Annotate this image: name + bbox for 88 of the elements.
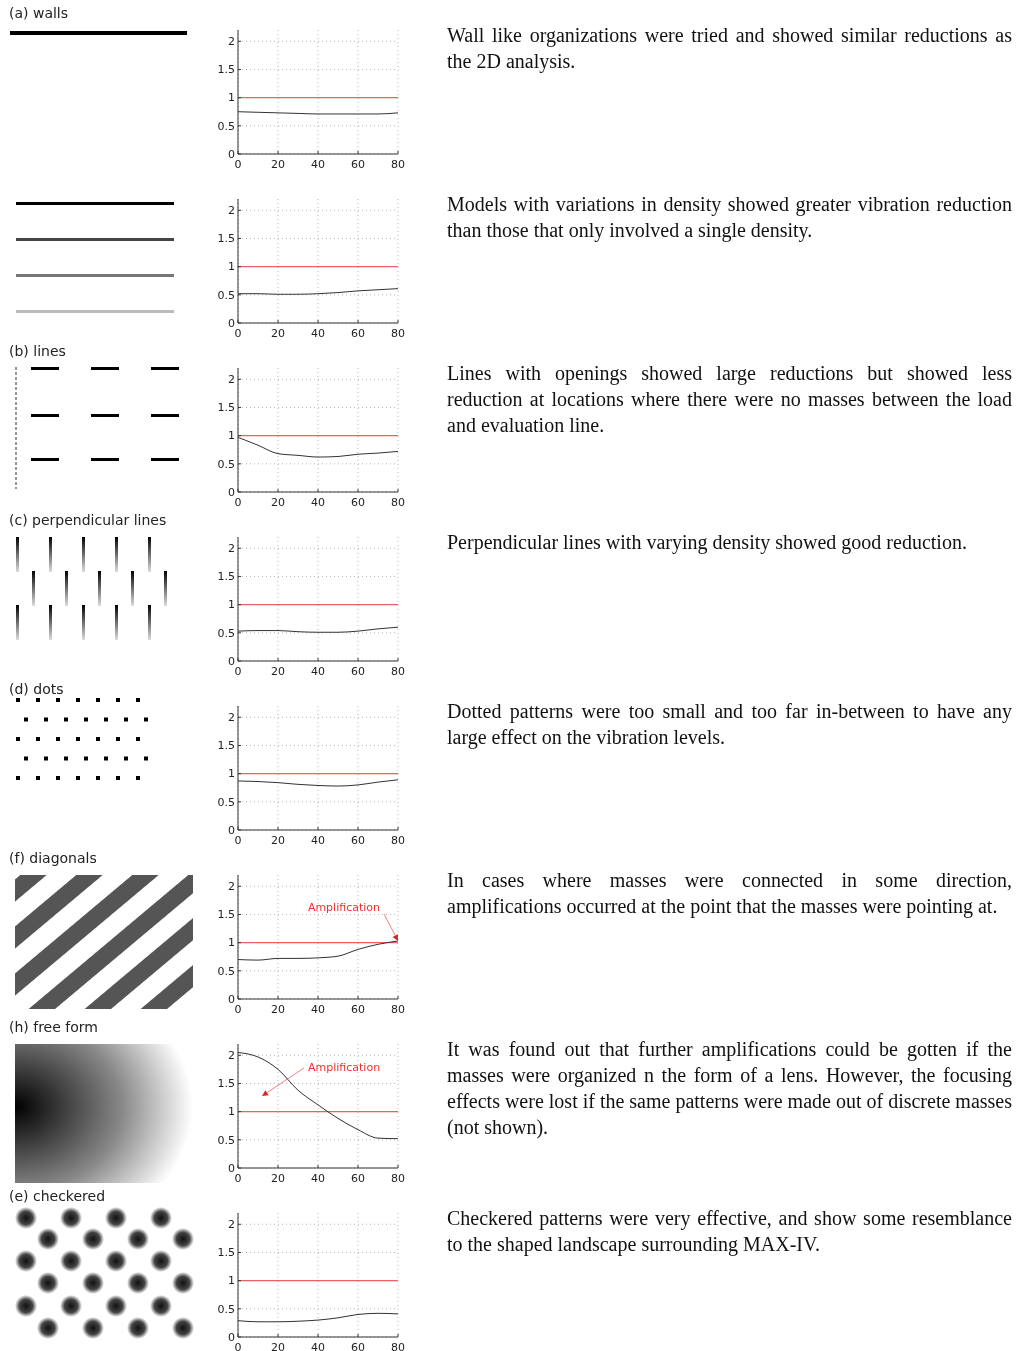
y-tick-label: 2 (228, 1218, 235, 1232)
y-tick-label: 0.5 (217, 626, 235, 640)
y-tick-label: 1.5 (217, 1246, 235, 1260)
y-tick-label: 0 (228, 1161, 235, 1175)
y-tick-label: 1 (228, 260, 235, 274)
y-tick-label: 1.5 (217, 570, 235, 584)
y-tick-label: 0.5 (217, 119, 235, 133)
y-tick-label: 2 (228, 542, 235, 556)
y-tick-label: 2 (228, 204, 235, 218)
x-tick-label: 40 (311, 665, 325, 678)
x-tick-label: 60 (351, 158, 365, 171)
x-tick-label: 40 (311, 1003, 325, 1016)
y-tick-label: 0 (228, 654, 235, 668)
x-tick-label: 80 (391, 1341, 405, 1351)
x-tick-label: 60 (351, 665, 365, 678)
x-tick-label: 80 (391, 665, 405, 678)
y-tick-label: 0 (228, 485, 235, 499)
y-tick-label: 1 (228, 767, 235, 781)
x-tick-label: 80 (391, 1172, 405, 1185)
y-tick-label: 2 (228, 1049, 235, 1063)
y-tick-label: 2 (228, 711, 235, 725)
y-tick-label: 2 (228, 880, 235, 894)
y-tick-label: 1.5 (217, 739, 235, 753)
x-tick-label: 20 (271, 496, 285, 509)
text: Lines with openings showed large reductions but showed less reduction at locations where there were no masses between the load and evaluation line. (447, 361, 1012, 438)
text: Dotted patterns were too small and too far in-between to have any large effect on the vibration levels. (447, 699, 1012, 750)
text: In cases where masses were connected in some direction, amplifications occurred at the point that the masses were pointing at. (447, 868, 1012, 919)
x-tick-label: 20 (271, 1341, 285, 1351)
y-tick-label: 0 (228, 823, 235, 837)
x-tick-label: 40 (311, 1172, 325, 1185)
y-tick-label: 0 (228, 316, 235, 330)
y-tick-label: 1.5 (217, 1077, 235, 1091)
text: (h) free form (9, 1019, 98, 1035)
text: It was found out that further amplifications could be gotten if the masses were organized n the form of a lens. However, the focusing effects were lost if the same patterns were made out of discrete masses (not shown). (447, 1037, 1012, 1140)
x-tick-label: 80 (391, 327, 405, 340)
x-tick-label: 60 (351, 327, 365, 340)
text: (a) walls (9, 5, 69, 21)
x-tick-label: 60 (351, 1172, 365, 1185)
x-tick-label: 80 (391, 834, 405, 847)
text: Perpendicular lines with varying density showed good reduction. (447, 530, 968, 555)
x-tick-label: 20 (271, 665, 285, 678)
x-tick-label: 20 (271, 1172, 285, 1185)
y-tick-label: 2 (228, 373, 235, 387)
text: Checkered patterns were very effective, and show some resemblance to the shaped landscape surrounding MAX-IV. (447, 1206, 1012, 1257)
y-tick-label: 1.5 (217, 63, 235, 77)
y-tick-label: 0.5 (217, 795, 235, 809)
x-tick-label: 80 (391, 496, 405, 509)
y-tick-label: 1 (228, 429, 235, 443)
text: (b) lines (9, 343, 66, 359)
y-tick-label: 0.5 (217, 964, 235, 978)
y-tick-label: 0.5 (217, 1133, 235, 1147)
text: (d) dots (9, 681, 64, 697)
x-tick-label: 20 (271, 834, 285, 847)
y-tick-label: 1.5 (217, 401, 235, 415)
x-tick-label: 80 (391, 1003, 405, 1016)
x-tick-label: 20 (271, 158, 285, 171)
x-tick-label: 80 (391, 158, 405, 171)
y-tick-label: 0.5 (217, 1302, 235, 1316)
y-tick-label: 0.5 (217, 457, 235, 471)
text: Models with variations in density showed greater vibration reduction than those that only involved a single density. (447, 192, 1012, 243)
y-tick-label: 1.5 (217, 908, 235, 922)
x-tick-label: 60 (351, 834, 365, 847)
text: (f) diagonals (9, 850, 97, 866)
y-tick-label: 0.5 (217, 288, 235, 302)
x-tick-label: 60 (351, 1341, 365, 1351)
x-tick-label: 20 (271, 327, 285, 340)
y-tick-label: 1 (228, 936, 235, 950)
x-tick-label: 40 (311, 1341, 325, 1351)
y-tick-label: 1 (228, 598, 235, 612)
x-tick-label: 60 (351, 496, 365, 509)
x-tick-label: 40 (311, 327, 325, 340)
y-tick-label: 0 (228, 992, 235, 1006)
x-tick-label: 20 (271, 1003, 285, 1016)
y-tick-label: 0 (228, 147, 235, 161)
y-tick-label: 1 (228, 1105, 235, 1119)
annotation: Amplification (307, 900, 381, 914)
text: Wall like organizations were tried and showed similar reductions as the 2D analysis. (447, 23, 1012, 74)
text: (e) checkered (9, 1188, 106, 1204)
x-tick-label: 40 (311, 158, 325, 171)
annotation: Amplification (308, 1061, 381, 1074)
y-tick-label: 1 (228, 91, 235, 105)
x-tick-label: 40 (311, 496, 325, 509)
text: (c) perpendicular lines (9, 512, 167, 528)
y-tick-label: 2 (228, 35, 235, 49)
x-tick-label: 40 (311, 834, 325, 847)
y-tick-label: 1 (228, 1274, 235, 1288)
x-tick-label: 60 (351, 1003, 365, 1016)
y-tick-label: 1.5 (217, 232, 235, 246)
